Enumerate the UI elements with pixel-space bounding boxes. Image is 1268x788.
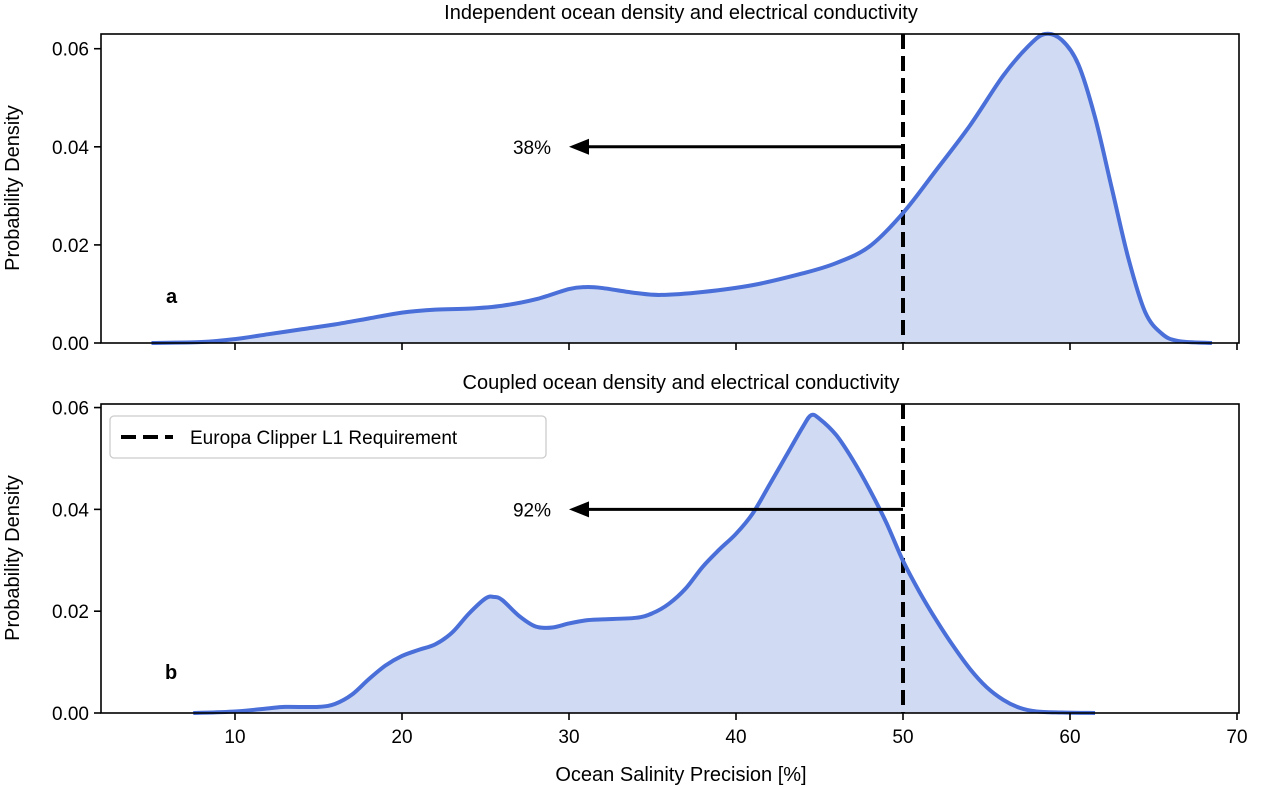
panel-a-x-ticks: [234, 343, 1238, 350]
panel-b-letter: b: [165, 662, 177, 684]
panel-b-annotation-label: 92%: [513, 500, 551, 521]
x-axis-label: Ocean Salinity Precision [%]: [555, 764, 806, 786]
panel-b-density-curve: [193, 412, 1096, 715]
panel-b-title: Coupled ocean density and electrical con…: [463, 372, 900, 394]
panel-a-letter: a: [166, 286, 178, 308]
panel-b-x-ticks: 10 20 30 40 50 60 70: [224, 713, 1248, 748]
panel-a-y-tick-label: 0.06: [52, 40, 89, 61]
panel-a-y-ticks: 0.00 0.02 0.04 0.06: [52, 40, 101, 355]
panel-b-y-tick-label: 0.00: [52, 704, 89, 725]
panel-b: Coupled ocean density and electrical con…: [2, 372, 1248, 786]
panel-a-y-tick-label: 0.02: [52, 236, 89, 257]
panel-b-x-tick-label: 60: [1059, 727, 1080, 748]
panel-b-annotation-arrowhead: [569, 501, 589, 518]
panel-b-y-tick-label: 0.04: [52, 500, 89, 521]
panel-b-density-area: [193, 414, 1096, 713]
panel-a-density-curve: [151, 31, 1213, 345]
panel-a-frame: [100, 33, 1240, 344]
panel-b-x-tick-label: 50: [892, 727, 913, 748]
panel-a-y-axis-label: Probability Density: [2, 105, 24, 271]
panel-b-x-tick-label: 30: [558, 727, 579, 748]
panel-a-title: Independent ocean density and electrical…: [444, 2, 918, 24]
panel-b-x-tick-label: 40: [725, 727, 746, 748]
panel-b-y-tick-label: 0.02: [52, 602, 89, 623]
panel-a-y-tick-label: 0.00: [52, 334, 89, 355]
legend-box: [109, 415, 547, 459]
panel-b-x-tick-label: 20: [391, 727, 412, 748]
panel-b-x-tick-label: 70: [1226, 727, 1247, 748]
panel-a: Independent ocean density and electrical…: [2, 2, 1240, 355]
panel-b-y-tick-label: 0.06: [52, 399, 89, 420]
panel-a-annotation-arrowhead: [569, 138, 589, 155]
panel-b-y-ticks: 0.00 0.02 0.04 0.06: [52, 399, 101, 725]
panel-b-y-axis-label: Probability Density: [2, 475, 24, 641]
legend-label: Europa Clipper L1 Requirement: [190, 428, 458, 449]
panel-b-frame: [100, 403, 1240, 714]
panel-a-annotation-label: 38%: [513, 138, 551, 159]
panel-a-y-tick-label: 0.04: [52, 138, 89, 159]
panel-a-density-area: [151, 33, 1212, 343]
panel-b-x-tick-label: 10: [224, 727, 245, 748]
legend: Europa Clipper L1 Requirement: [109, 415, 547, 459]
